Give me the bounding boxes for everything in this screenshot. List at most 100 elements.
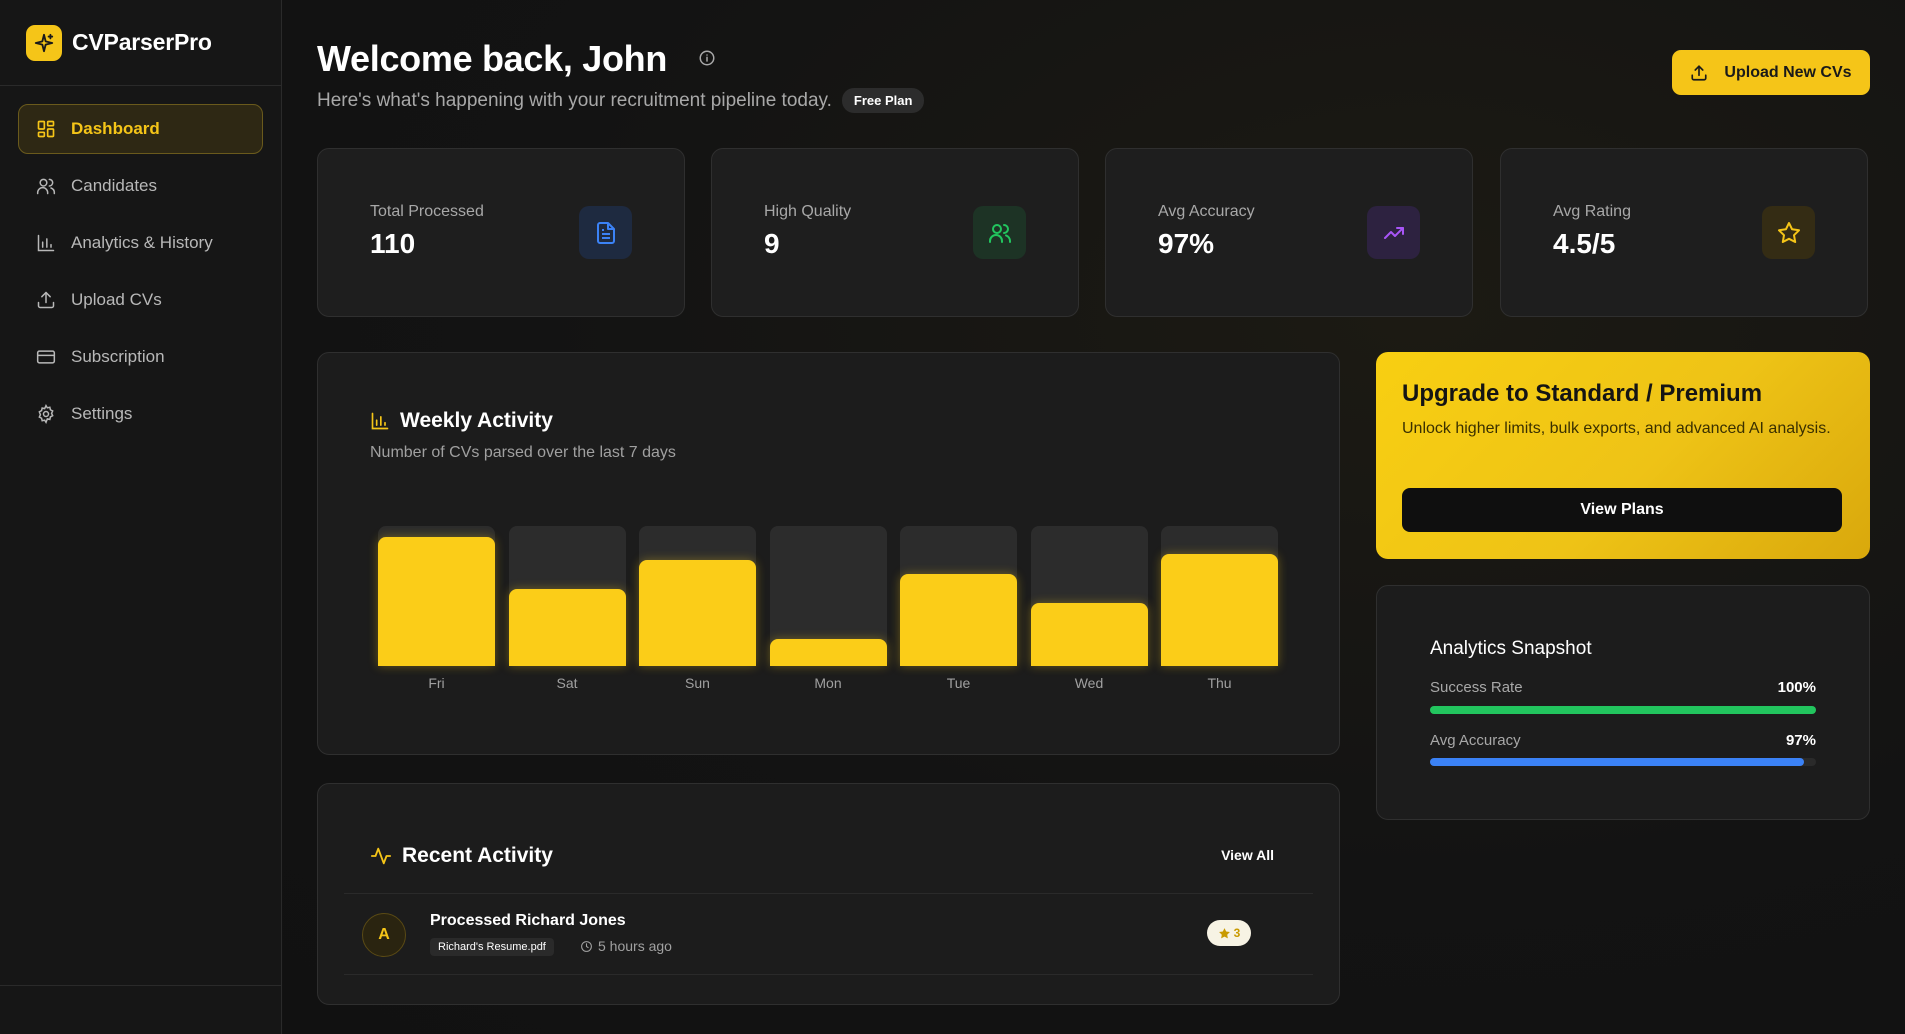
success-rate-progress-bar [1430,706,1816,714]
bar-tue[interactable] [900,574,1017,666]
stat-card-avg-rating: Avg Rating 4.5/5 [1500,148,1868,317]
bar-track [1030,526,1148,666]
main-content: Welcome back, John Here's what's happeni… [283,0,1905,1034]
credit-card-icon [35,346,57,368]
bar-label-sat: Sat [556,675,578,691]
recent-activity-title: Recent Activity [370,844,553,868]
document-icon [579,206,632,259]
weekly-activity-subtitle: Number of CVs parsed over the last 7 day… [370,444,676,461]
sidebar-item-label: Analytics & History [71,233,213,252]
activity-icon [370,847,392,865]
metric-value-success-rate: 100% [1777,679,1816,696]
bar-track [769,526,887,666]
sidebar-item-label: Candidates [71,176,158,195]
bar-chart-icon [371,412,389,430]
success-rate-progress-fill [1430,706,1816,714]
upgrade-text: Unlock higher limits, bulk exports, and … [1402,420,1831,437]
analytics-snapshot-title: Analytics Snapshot [1430,638,1592,659]
sidebar-item-label: Subscription [71,347,165,366]
gear-icon [35,403,57,425]
brand-name: CVParserPro [72,29,212,55]
bar-track [1161,526,1278,666]
metric-label-success-rate: Success Rate [1430,679,1523,696]
analytics-snapshot-panel: Analytics Snapshot Success Rate 100% Avg… [1376,585,1870,820]
upload-icon [35,289,57,311]
sidebar-item-settings[interactable]: Settings [18,389,263,439]
recent-activity-panel: Recent Activity View All A Processed Ric… [317,783,1340,1005]
stat-label: High Quality [764,203,852,220]
avatar: A [362,913,406,957]
bar-chart-icon [35,232,57,254]
upload-button-label: Upload New CVs [1724,63,1852,81]
sidebar-item-upload[interactable]: Upload CVs [18,275,263,325]
weekly-activity-title: Weekly Activity [370,409,553,433]
bar-track [378,526,495,666]
avg-accuracy-progress-bar [1430,758,1816,766]
trending-up-icon [1367,206,1420,259]
bar-mon[interactable] [769,639,887,666]
activity-row[interactable]: A Processed Richard Jones Richard's Resu… [344,893,1313,975]
page-title: Welcome back, John [317,38,668,79]
users-icon [973,206,1026,259]
sidebar-divider [0,985,281,986]
sidebar-nav: Dashboard Candidates Analytics & History… [0,86,281,464]
bar-label-wed: Wed [1074,675,1104,691]
plan-badge: Free Plan [841,88,925,113]
activity-title: Processed Richard Jones [430,912,626,929]
activity-time: 5 hours ago [580,938,672,954]
metric-value-avg-accuracy: 97% [1785,732,1816,749]
bar-sun[interactable] [639,560,756,666]
upgrade-card: Upgrade to Standard / Premium Unlock hig… [1376,352,1870,559]
bar-label-fri: Fri [428,675,445,691]
avg-accuracy-progress-fill [1430,758,1805,766]
star-icon [1762,206,1815,259]
stat-card-avg-accuracy: Avg Accuracy 97% [1105,148,1473,317]
metric-label-avg-accuracy: Avg Accuracy [1430,732,1521,749]
stat-value: 97% [1158,228,1215,259]
stat-card-total-processed: Total Processed 110 [317,148,685,317]
stat-label: Avg Accuracy [1158,203,1255,220]
bar-sat[interactable] [508,589,626,666]
bar-thu[interactable] [1161,554,1278,666]
sidebar-item-candidates[interactable]: Candidates [18,161,263,211]
clock-icon [581,940,592,952]
bar-track [508,526,626,666]
sidebar-item-subscription[interactable]: Subscription [18,332,263,382]
bar-wed[interactable] [1030,603,1148,666]
page-subtitle: Here's what's happening with your recrui… [317,88,925,113]
stat-value: 110 [370,228,416,259]
bar-label-mon: Mon [814,675,842,691]
sidebar-item-dashboard[interactable]: Dashboard [18,104,263,154]
bar-track [900,526,1017,666]
bar-track [639,526,756,666]
sparkle-icon [26,24,62,61]
sidebar: CVParserPro Dashboard Candidates Analyti… [0,0,282,1034]
upgrade-title: Upgrade to Standard / Premium [1402,380,1763,407]
users-icon [35,175,57,197]
sidebar-item-label: Upload CVs [71,290,162,309]
upload-new-cvs-button[interactable]: Upload New CVs [1672,50,1870,95]
stat-label: Avg Rating [1553,203,1631,220]
view-all-link[interactable]: View All [1221,847,1274,863]
brand[interactable]: CVParserPro [0,0,281,86]
weekly-bar-chart: Fri Sat Sun Mon Tue Wed Thu [378,526,1278,691]
stat-card-high-quality: High Quality 9 [711,148,1079,317]
rating-badge: 3 [1207,920,1251,946]
subtitle-text: Here's what's happening with your recrui… [317,89,832,111]
bar-label-tue: Tue [946,675,971,691]
bar-label-sun: Sun [685,675,710,691]
sidebar-item-label: Dashboard [71,119,160,138]
stat-label: Total Processed [370,203,484,220]
stat-value: 4.5/5 [1553,228,1616,259]
activity-file-badge: Richard's Resume.pdf [430,938,554,956]
sidebar-item-analytics[interactable]: Analytics & History [18,218,263,268]
bar-fri[interactable] [378,537,495,666]
grid-icon [35,118,57,140]
star-icon [1218,927,1230,938]
upload-icon [1691,64,1707,81]
weekly-activity-panel: Weekly Activity Number of CVs parsed ove… [317,352,1340,755]
bar-label-thu: Thu [1207,675,1232,691]
view-plans-button[interactable]: View Plans [1402,488,1842,532]
info-icon[interactable] [698,49,716,72]
sidebar-item-label: Settings [71,404,133,423]
